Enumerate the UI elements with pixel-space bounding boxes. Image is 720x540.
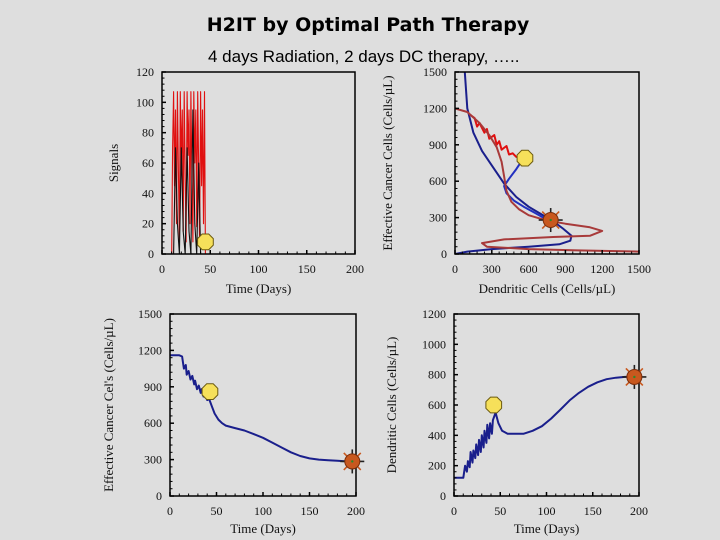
series-group: [171, 91, 206, 254]
y-tick-label: 400: [428, 428, 446, 442]
plot-frame: [169, 313, 357, 497]
end-marker-icon: [340, 449, 365, 474]
y-axis-label: Effective Cancer Cel's (Cells/µL): [101, 318, 116, 492]
start-marker-icon: [485, 396, 503, 414]
plot-frame: [454, 71, 640, 255]
x-tick-label: 200: [347, 504, 365, 518]
y-tick-label: 1500: [138, 307, 162, 321]
x-tick-label: 0: [167, 504, 173, 518]
y-tick-label: 60: [142, 156, 154, 170]
y-axis-label: Effective Cancer Cells (Cells/µL): [380, 75, 395, 250]
x-axis-label: Time (Days): [230, 521, 296, 536]
x-tick-label: 150: [298, 262, 316, 276]
end-marker-icon: [622, 364, 647, 389]
x-tick-label: 200: [630, 504, 648, 518]
start-marker-icon: [197, 233, 214, 251]
y-axis-label: Signals: [106, 144, 121, 182]
y-tick-label: 1200: [423, 101, 447, 115]
x-tick-label: 1500: [627, 262, 651, 276]
start-marker-icon: [201, 383, 219, 400]
plot-frame: [453, 313, 640, 497]
y-tick-label: 900: [144, 380, 162, 394]
y-tick-label: 100: [136, 95, 154, 109]
y-tick-label: 600: [144, 416, 162, 430]
y-tick-label: 0: [156, 489, 162, 503]
chart-phase: 0 300 600 900 1200 1500 0 300 600 900 1200 1500 Dend…: [380, 65, 651, 296]
x-tick-label: 600: [520, 262, 538, 276]
series-line-0: [170, 354, 353, 463]
x-tick-label: 0: [451, 504, 457, 518]
chart-cancer-time: 0 300 600 900 1200 1500 0 50 100 150 200 Time (Days…: [101, 307, 365, 536]
y-tick-label: 1000: [422, 337, 446, 351]
y-tick-label: 600: [429, 174, 447, 188]
x-tick-label: 1200: [590, 262, 614, 276]
y-tick-label: 0: [441, 247, 447, 261]
chart-signals: 0 20 40 60 80 100 120 0 50 100 150 200 Time (Days) Si…: [106, 65, 364, 296]
x-tick-label: 900: [556, 262, 574, 276]
y-tick-label: 600: [428, 398, 446, 412]
y-tick-label: 300: [144, 453, 162, 467]
x-tick-label: 150: [584, 504, 602, 518]
chart-dc-time: 0 200 400 600 800 1000 1200 0 50 100 150 200 Time (D…: [384, 307, 648, 536]
x-axis-label: Time (Days): [514, 521, 580, 536]
y-tick-label: 200: [428, 459, 446, 473]
x-tick-label: 300: [483, 262, 501, 276]
x-tick-label: 50: [204, 262, 216, 276]
start-marker-icon: [516, 149, 534, 167]
page-subtitle: 4 days Radiation, 2 days DC therapy, …..: [208, 47, 520, 66]
page-title: H2IT by Optimal Path Therapy: [206, 14, 530, 36]
series-group: [170, 354, 353, 463]
series-line-0: [454, 375, 635, 479]
y-tick-label: 80: [142, 126, 154, 140]
x-tick-label: 100: [538, 504, 556, 518]
y-tick-label: 0: [148, 247, 154, 261]
y-tick-label: 900: [429, 138, 447, 152]
y-tick-label: 20: [142, 217, 154, 231]
y-tick-label: 1200: [422, 307, 446, 321]
y-tick-label: 40: [142, 186, 154, 200]
y-tick-label: 120: [136, 65, 154, 79]
x-tick-label: 0: [159, 262, 165, 276]
x-tick-label: 50: [494, 504, 506, 518]
series-line-1: [173, 109, 202, 254]
series-group: [454, 375, 635, 479]
y-tick-label: 0: [440, 489, 446, 503]
y-tick-label: 300: [429, 211, 447, 225]
x-tick-label: 50: [211, 504, 223, 518]
series-line-1: [469, 113, 524, 160]
y-axis-label: Dendritic Cells (Cells/µL): [384, 337, 399, 474]
y-tick-label: 1500: [423, 65, 447, 79]
x-tick-label: 150: [301, 504, 319, 518]
series-line-2: [503, 157, 552, 221]
y-tick-label: 800: [428, 368, 446, 382]
x-tick-label: 100: [254, 504, 272, 518]
x-axis-label: Time (Days): [226, 281, 292, 296]
x-tick-label: 100: [250, 262, 268, 276]
x-axis-label: Dendritic Cells (Cells/µL): [479, 281, 616, 296]
x-tick-label: 200: [346, 262, 364, 276]
x-tick-label: 0: [452, 262, 458, 276]
end-marker-icon: [538, 208, 563, 233]
y-tick-label: 1200: [138, 343, 162, 357]
